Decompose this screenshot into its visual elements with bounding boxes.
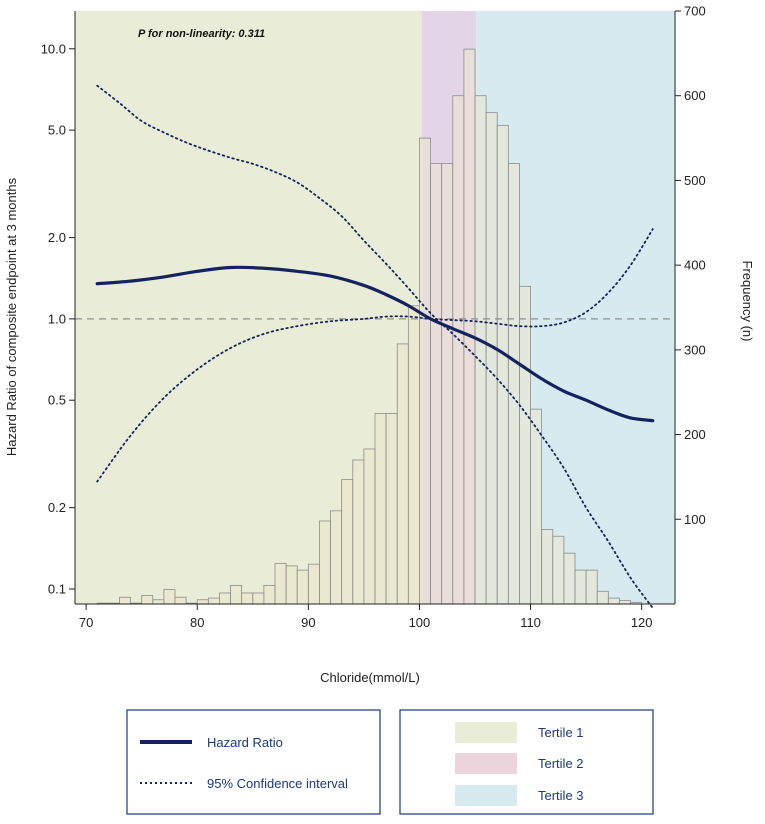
y-right-tick-label: 600 bbox=[684, 88, 706, 103]
legend-tertile2-swatch bbox=[455, 753, 517, 774]
histogram-bar bbox=[319, 520, 331, 605]
histogram-bar bbox=[196, 599, 209, 605]
x-axis-label: Chloride(mmol/L) bbox=[320, 670, 420, 685]
histogram-bar bbox=[519, 285, 531, 605]
x-tick-label: 80 bbox=[190, 615, 204, 630]
histogram-bar bbox=[274, 562, 287, 605]
histogram-bar bbox=[607, 597, 620, 605]
histogram-bar bbox=[252, 592, 265, 605]
histogram-bar bbox=[119, 596, 131, 605]
legend-tertile1-swatch bbox=[455, 722, 517, 743]
legend-hazard-ratio-label: Hazard Ratio bbox=[207, 735, 283, 750]
histogram-bar bbox=[563, 552, 576, 605]
histogram-bar bbox=[596, 590, 609, 605]
y-left-tick-label: 0.1 bbox=[48, 582, 66, 597]
histogram-bar bbox=[152, 599, 165, 605]
histogram-bar bbox=[485, 112, 498, 605]
histogram-bar bbox=[619, 600, 631, 605]
y-axis-right-label: Frequency (n) bbox=[740, 261, 755, 342]
curves-group bbox=[95, 84, 655, 609]
histogram-bar bbox=[230, 584, 243, 605]
ci-upper-curve bbox=[96, 84, 654, 609]
y-left-tick-label: 2.0 bbox=[48, 230, 66, 245]
legend-ci-label: 95% Confidence interval bbox=[207, 776, 348, 791]
y-left-tick-label: 1.0 bbox=[48, 311, 66, 326]
histogram-bar bbox=[141, 595, 154, 605]
histogram-bar bbox=[363, 448, 376, 605]
histogram-bar bbox=[463, 48, 476, 605]
histogram-bar bbox=[296, 569, 309, 605]
histogram-bar bbox=[585, 569, 598, 605]
histogram-bar bbox=[574, 569, 587, 605]
histogram-bar bbox=[552, 535, 565, 605]
histogram-bar bbox=[407, 305, 420, 605]
histogram-bar bbox=[263, 584, 276, 605]
histogram-bar bbox=[307, 563, 320, 605]
histogram-bar bbox=[219, 592, 231, 605]
hazard-ratio-curve bbox=[95, 265, 655, 423]
y-right-tick-label: 100 bbox=[684, 512, 706, 527]
histogram-bars bbox=[96, 48, 643, 605]
ci-lower-curve bbox=[96, 228, 654, 483]
histogram-bar bbox=[396, 343, 409, 605]
histogram-bar bbox=[496, 124, 509, 605]
y-right-tick-label: 500 bbox=[684, 173, 706, 188]
y-right-tick-label: 700 bbox=[684, 4, 706, 19]
histogram-bar bbox=[374, 412, 387, 605]
histogram-bar bbox=[474, 95, 487, 605]
x-tick-label: 120 bbox=[631, 615, 653, 630]
histogram-bar bbox=[441, 163, 454, 605]
legend-tertile2-label: Tertile 2 bbox=[538, 756, 584, 771]
histogram-bar bbox=[452, 95, 465, 605]
x-tick-label: 110 bbox=[520, 615, 541, 630]
histogram-bar bbox=[530, 408, 543, 605]
y-left-tick-label: 0.2 bbox=[48, 500, 66, 515]
y-left-tick-label: 10.0 bbox=[41, 41, 66, 56]
histogram-bar bbox=[385, 412, 398, 605]
legend-lines-frame bbox=[126, 709, 381, 815]
legend-tertile3-swatch bbox=[455, 785, 517, 806]
axes-group: 70 80 90 100 110 120 0.1 0.2 0.5 1.0 2.0 5.0 10.0 100… bbox=[41, 4, 706, 631]
histogram-bar bbox=[285, 565, 298, 605]
histogram-bar bbox=[541, 529, 554, 605]
histogram-bar bbox=[163, 589, 176, 605]
y-axis-left-label: Hazard Ratio of composite endpoint at 3 … bbox=[4, 177, 19, 456]
nonlinearity-annotation: P for non-linearity: 0.311 bbox=[138, 28, 265, 40]
legend-lines-box: Hazard Ratio 95% Confidence interval bbox=[126, 709, 381, 815]
histogram-bar bbox=[207, 597, 220, 605]
legend-tertiles-box: Tertile 1 Tertile 2 Tertile 3 bbox=[399, 709, 654, 815]
histogram-bar bbox=[174, 596, 187, 605]
histogram-bar bbox=[241, 592, 254, 605]
histogram-bar bbox=[430, 163, 443, 605]
y-right-tick-label: 400 bbox=[684, 258, 706, 273]
y-right-tick-label: 300 bbox=[684, 342, 706, 357]
legend-tertile1-label: Tertile 1 bbox=[538, 725, 584, 740]
y-right-tick-label: 200 bbox=[684, 427, 706, 442]
y-left-tick-label: 0.5 bbox=[48, 393, 66, 408]
legend-tertile3-label: Tertile 3 bbox=[538, 788, 584, 803]
histogram-bar bbox=[419, 137, 431, 605]
y-left-tick-label: 5.0 bbox=[48, 123, 66, 138]
histogram-bar bbox=[330, 510, 343, 605]
x-tick-label: 70 bbox=[79, 615, 93, 630]
legend-tertiles-frame bbox=[399, 709, 654, 815]
histogram-bar bbox=[352, 459, 365, 605]
x-tick-label: 90 bbox=[301, 615, 315, 630]
x-tick-label: 100 bbox=[409, 615, 431, 630]
histogram-bar bbox=[507, 163, 520, 605]
histogram-bar bbox=[341, 479, 354, 605]
